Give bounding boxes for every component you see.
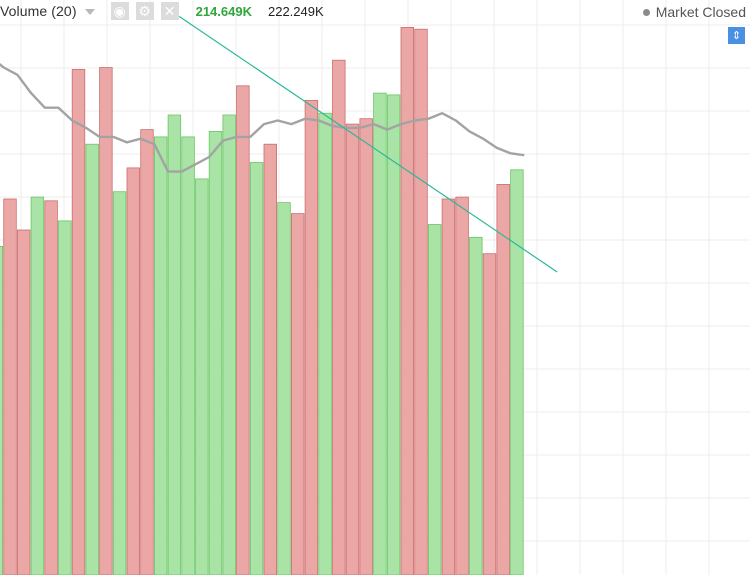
volume-bar-down [126, 167, 141, 575]
volume-bar-up [112, 191, 127, 575]
volume-bar-up [181, 136, 195, 575]
status-dot-icon [642, 8, 650, 16]
volume-bar-down [140, 129, 154, 575]
close-icon[interactable]: ✕ [160, 2, 179, 20]
volume-bar-up [318, 112, 332, 575]
volume-bar-down [236, 85, 250, 575]
volume-bar-down [414, 28, 428, 575]
volume-bar-down [441, 198, 456, 575]
volume-bars [0, 26, 524, 575]
volume-bar-down [44, 200, 58, 575]
indicator-title[interactable]: Volume (20) [0, 3, 77, 19]
volume-bar-up [85, 143, 99, 575]
volume-bar-down [345, 123, 360, 575]
volume-bar-down [99, 67, 113, 575]
indicator-header: Volume (20) ◉ ⚙ ✕ 214.649K 222.249K [0, 0, 324, 22]
volume-bar-down [400, 26, 415, 575]
trend-line [178, 15, 558, 273]
market-status-text: Market Closed [655, 4, 746, 20]
volume-bar-up [373, 92, 387, 575]
volume-bar-down [455, 196, 469, 575]
volume-bar-up [386, 94, 401, 575]
volume-bar-down [16, 229, 31, 575]
market-status: Market Closed [642, 4, 746, 20]
volume-bar-up [58, 220, 72, 575]
volume-bar-down [332, 59, 346, 575]
volume-bar-up [167, 114, 182, 575]
eye-icon[interactable]: ◉ [110, 2, 129, 20]
expand-vertical-icon[interactable]: ⇕ [728, 27, 745, 44]
volume-bar-up [249, 162, 264, 575]
volume-bar-up [222, 114, 236, 575]
volume-bar-up [510, 169, 524, 575]
current-volume-value: 214.649K [195, 3, 252, 19]
volume-bar-up [277, 202, 291, 575]
gear-icon[interactable]: ⚙ [135, 2, 154, 20]
volume-bar-down [482, 253, 497, 575]
volume-bar-up [195, 178, 209, 575]
volume-bar-down [290, 213, 305, 575]
volume-bar-down [263, 143, 278, 575]
volume-bar-down [71, 69, 86, 575]
volume-bar-down [304, 100, 319, 575]
volume-bar-up [0, 245, 4, 575]
volume-bar-up [427, 224, 442, 575]
volume-bar-down [3, 198, 17, 575]
volume-bar-down [359, 118, 373, 575]
volume-bar-up [30, 196, 45, 575]
volume-bar-up [153, 136, 168, 575]
chevron-down-icon[interactable] [84, 9, 95, 15]
current-ma-value: 222.249K [267, 3, 324, 19]
volume-bar-up [469, 236, 483, 575]
volume-bar-up [208, 130, 223, 575]
volume-bar-down [496, 183, 510, 575]
moving-average-line [0, 63, 525, 173]
